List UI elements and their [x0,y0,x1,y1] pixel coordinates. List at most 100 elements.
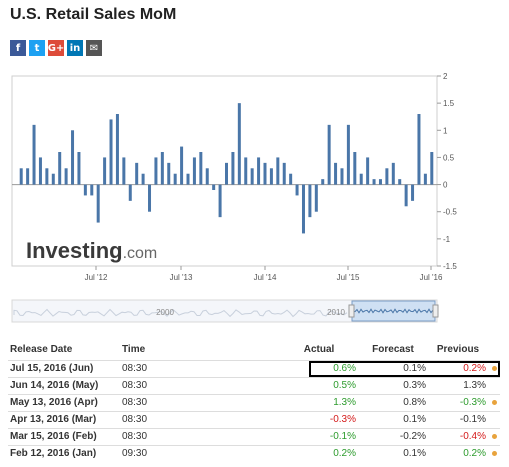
bar [154,157,158,185]
header-forecast[interactable]: Forecast [372,344,414,356]
forecast-cell: -0.2% [358,427,428,445]
bar [257,157,261,185]
release-date-cell: Mar 15, 2016 (Feb) [8,427,120,445]
header-release-date[interactable]: Release Date [10,344,73,356]
actual-cell: -0.1% [280,427,358,445]
header-actual[interactable]: Actual [303,344,335,356]
bar [77,152,81,185]
header-previous[interactable]: Previous [436,344,480,356]
logo-suffix-text: .com [123,245,158,262]
previous-cell: 0.2% [428,359,488,377]
bar [250,168,254,185]
bar [19,168,23,185]
release-date-cell: Feb 12, 2016 (Jan) [8,444,120,462]
bar [289,173,293,185]
forecast-cell: 0.3% [358,376,428,394]
bar [340,168,344,185]
y-tick-label: 1 [443,126,448,135]
indicator-cell [488,393,500,411]
y-tick-label: -0.5 [443,208,457,217]
bar [186,173,190,185]
bar [385,168,389,185]
bar [122,157,126,185]
actual-cell: 0.5% [280,376,358,394]
time-cell: 09:30 [120,444,280,462]
bar [90,184,94,196]
table-header-row: Release Date Time Actual Forecast Previo… [8,340,500,360]
x-tick-label: Jul '16 [420,273,443,282]
bar [192,157,196,185]
google-plus-icon[interactable]: G+ [48,40,64,56]
time-cell: 08:30 [120,376,280,394]
bar [32,124,36,185]
page-title: U.S. Retail Sales MoM [10,6,177,23]
navigator-history-line [13,308,348,318]
previous-cell: 1.3% [428,376,488,394]
indicator-cell [488,427,500,445]
linkedin-icon[interactable]: in [67,40,83,56]
navigator-left-handle[interactable] [348,304,355,318]
header-indicator [488,340,500,360]
logo-main-text: Investing [26,238,123,263]
bar [135,162,139,185]
time-cell: 08:30 [120,410,280,428]
bar [411,184,415,201]
bar [346,124,350,185]
bar [58,152,62,185]
table-row: Jun 14, 2016 (May) 08:30 0.5% 0.3% 1.3% [8,376,500,394]
previous-cell: -0.4% [428,427,488,445]
bar [51,173,55,185]
bar [83,184,87,196]
y-tick-label: 2 [443,72,448,81]
bar [225,162,228,185]
twitter-icon[interactable]: t [29,40,45,56]
navigator-selected-line [352,308,434,314]
indicator-cell [488,359,500,377]
table-row: Mar 15, 2016 (Feb) 08:30 -0.1% -0.2% -0.4% [8,427,500,445]
bar [282,162,286,185]
bar [218,184,222,218]
time-cell: 08:30 [120,359,280,377]
bar [26,168,30,185]
email-icon[interactable]: ✉ [86,40,102,56]
previous-cell: -0.3% [428,393,488,411]
bar [103,157,107,185]
x-tick-label: Jul '13 [170,273,193,282]
header-time[interactable]: Time [122,344,146,356]
x-tick-label: Jul '14 [254,273,277,282]
y-tick-label: 1.5 [443,99,455,108]
facebook-icon[interactable]: f [10,40,26,56]
bar [148,184,152,212]
bar [38,157,42,185]
bar [167,162,171,185]
bar [276,157,280,185]
bar [212,184,216,190]
actual-cell: 0.2% [280,444,358,462]
navigator-right-handle[interactable] [432,304,439,318]
table-row: Jul 15, 2016 (Jun) 08:30 0.6% 0.1% 0.2% [8,359,500,377]
bar [173,173,177,185]
time-cell: 08:30 [120,393,280,411]
table-row: May 13, 2016 (Apr) 08:30 1.3% 0.8% -0.3% [8,393,500,411]
bar [71,130,75,185]
bar [244,157,248,185]
actual-cell: 0.6% [280,359,358,377]
bar [180,146,184,185]
revision-dot-icon [491,434,497,439]
indicator-cell [488,376,500,394]
bar [295,184,299,196]
bar [160,152,164,185]
share-bar: f t G+ in ✉ [10,40,102,56]
actual-cell: -0.3% [280,410,358,428]
y-tick-label: -1.5 [443,262,457,271]
table-row: Apr 13, 2016 (Mar) 08:30 -0.3% 0.1% -0.1% [8,410,500,428]
forecast-cell: 0.8% [358,393,428,411]
y-tick-label: 0 [443,181,448,190]
previous-cell: 0.2% [428,444,488,462]
revision-dot-icon [491,366,497,371]
x-tick-label: Jul '15 [337,273,360,282]
forecast-cell: 0.1% [358,359,428,377]
release-history-table: Release Date Time Actual Forecast Previo… [8,340,500,462]
bar [263,162,267,185]
bar [269,168,273,185]
